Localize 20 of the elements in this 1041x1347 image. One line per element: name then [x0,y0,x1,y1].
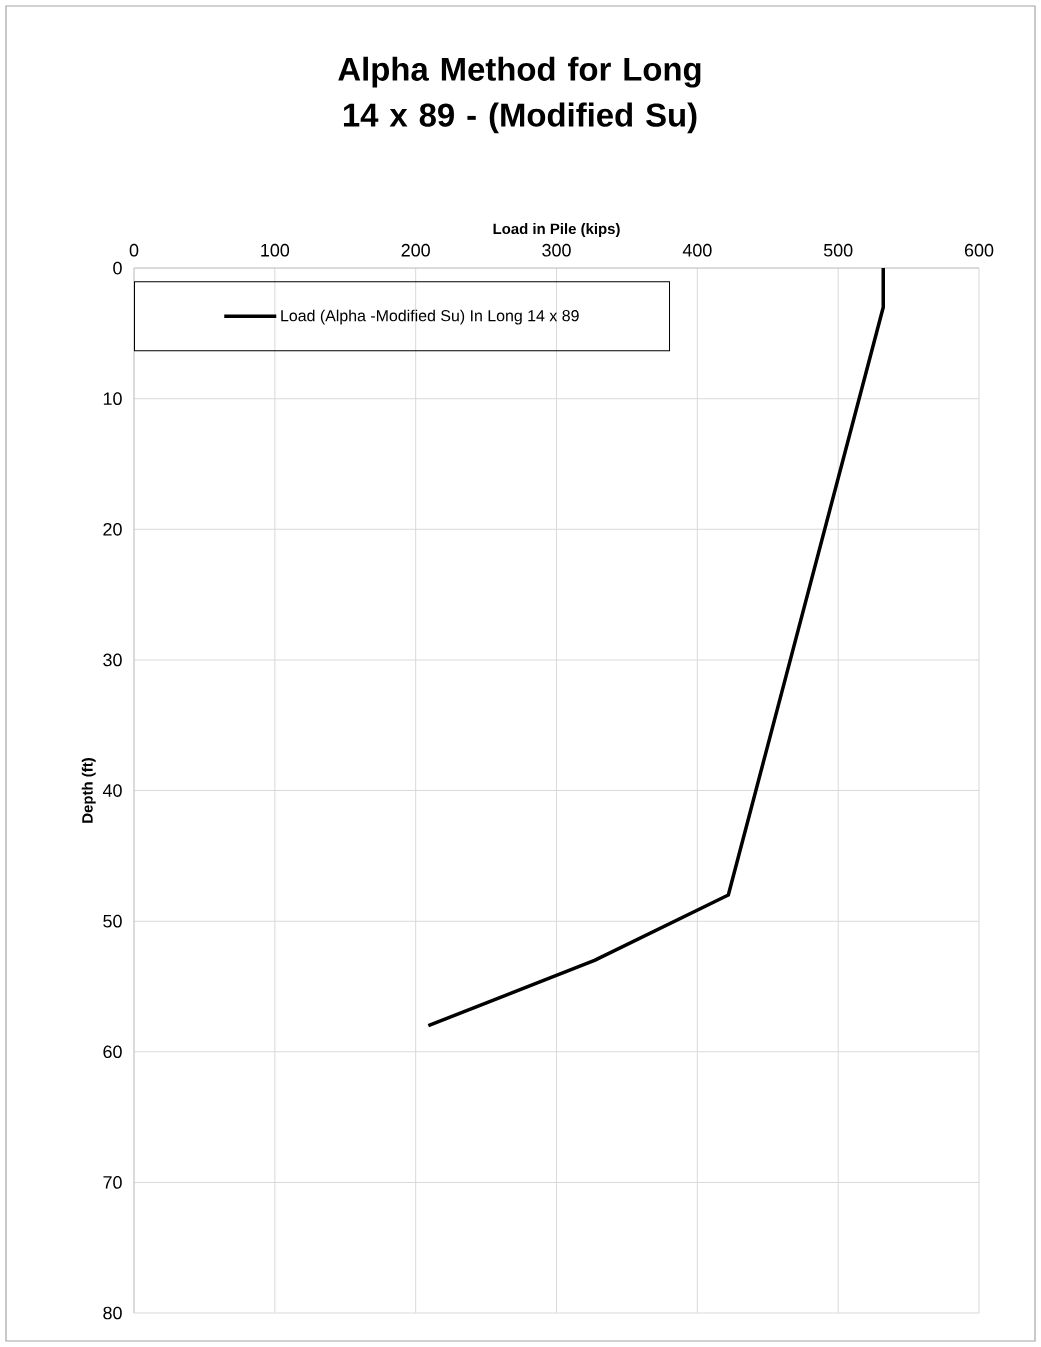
y-tick-label: 40 [102,784,122,797]
y-tick-label: 20 [103,522,122,536]
y-tick-label: 50 [103,914,122,928]
x-axis-title: Load in Pile (kips) [493,223,620,238]
y-tick-label: 10 [103,392,122,406]
y-tick-label: 80 [103,1306,122,1320]
x-tick-label: 500 [823,243,853,257]
y-tick-label: 70 [103,1176,122,1189]
y-axis-title: Depth (ft) [81,758,96,823]
x-tick-label: 100 [261,243,290,257]
y-tick-label: 0 [113,261,122,275]
x-tick-label: 0 [129,243,139,257]
x-tick-label: 400 [682,243,712,257]
x-tick-label: 600 [964,243,994,257]
x-tick-label: 300 [542,243,571,257]
x-tick-label: 200 [401,243,430,257]
legend-label: Load (Alpha -Modified Su) In Long 14 x 89 [281,309,579,325]
chart-title: Alpha Method for Long 14 x 89 - (Modified Su) [338,56,701,134]
y-tick-label: 60 [103,1045,122,1059]
y-tick-label: 30 [103,653,122,667]
